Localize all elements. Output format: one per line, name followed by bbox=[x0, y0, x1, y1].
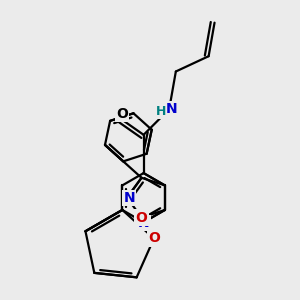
Text: N: N bbox=[123, 191, 135, 205]
Text: O: O bbox=[116, 107, 127, 122]
Text: O: O bbox=[148, 231, 160, 245]
Text: N: N bbox=[138, 216, 149, 230]
Text: N: N bbox=[166, 102, 177, 116]
Text: H: H bbox=[155, 105, 166, 118]
Text: O: O bbox=[136, 211, 148, 225]
